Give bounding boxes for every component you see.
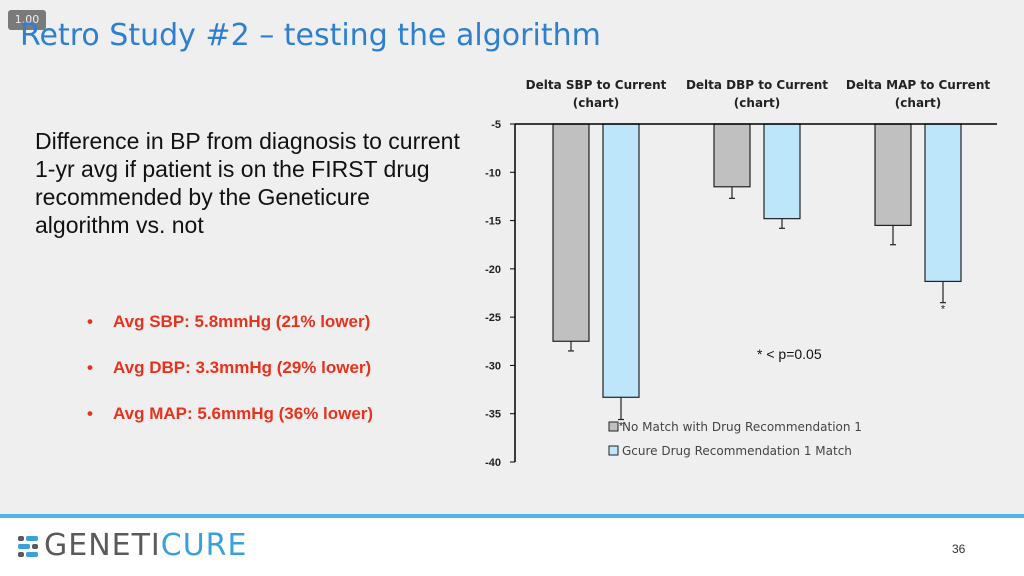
geneticure-logo: GENETICURE (44, 528, 248, 563)
geneticure-logo-icon (18, 536, 38, 557)
category-label-2-line-1: (chart) (895, 96, 941, 110)
y-tick-label-5: -30 (485, 360, 501, 372)
bar-series-0-cat-0 (552, 123, 590, 342)
category-label-1-line-1: (chart) (734, 96, 780, 110)
y-tick-label-6: -35 (485, 409, 501, 421)
significance-note: * < p=0.05 (757, 346, 822, 362)
page-number: 36 (952, 542, 966, 556)
bar-series-1-cat-0 (602, 123, 640, 398)
footer-divider (0, 514, 1024, 518)
zoom-badge: 1.00 (8, 10, 46, 30)
footer (0, 518, 1024, 576)
legend-swatch-0 (608, 421, 619, 432)
y-tick-label-4: -25 (485, 312, 501, 324)
bar-series-0-cat-2 (874, 123, 912, 227)
significance-marker-cat-2: * (941, 304, 946, 316)
category-label-2-line-0: Delta MAP to Current (846, 78, 990, 92)
slide-title: Retro Study #2 – testing the algorithm (20, 18, 601, 53)
legend-swatch-1 (608, 445, 619, 456)
category-label-0-line-1: (chart) (573, 96, 619, 110)
legend-label-0: No Match with Drug Recommendation 1 (622, 420, 862, 434)
slide-description: Difference in BP from diagnosis to curre… (35, 128, 460, 238)
bullet-list: Avg SBP: 5.8mmHg (21% lower) Avg DBP: 3.… (87, 312, 373, 450)
logo-text-right: CURE (160, 528, 248, 563)
bar-series-1-cat-2 (924, 123, 962, 283)
legend-label-1: Gcure Drug Recommendation 1 Match (622, 444, 852, 458)
significance-marker-cat-0: * (619, 421, 624, 433)
y-tick-label-3: -20 (485, 264, 501, 276)
y-tick-label-2: -15 (485, 216, 501, 228)
y-tick-label-1: -10 (485, 167, 501, 179)
y-tick-label-0: -5 (491, 119, 501, 131)
bar-series-1-cat-1 (763, 123, 801, 220)
y-tick-label-7: -40 (485, 457, 501, 469)
logo-text-left: GENETI (44, 528, 161, 563)
bullet-map: Avg MAP: 5.6mmHg (36% lower) (87, 404, 373, 450)
bullet-dbp: Avg DBP: 3.3mmHg (29% lower) (87, 358, 373, 404)
category-label-0-line-0: Delta SBP to Current (526, 78, 667, 92)
bullet-sbp: Avg SBP: 5.8mmHg (21% lower) (87, 312, 373, 358)
bar-series-0-cat-1 (713, 123, 751, 188)
category-label-1-line-0: Delta DBP to Current (686, 78, 828, 92)
